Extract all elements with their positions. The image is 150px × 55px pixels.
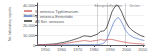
svg-text:2010: 2010: [138, 47, 148, 52]
svg-text:30,000: 30,000: [23, 13, 36, 18]
svg-text:1980: 1980: [90, 47, 100, 52]
svg-text:No. laboratory reports: No. laboratory reports: [8, 7, 12, 41]
svg-text:0: 0: [33, 43, 36, 48]
svg-text:10,000: 10,000: [23, 33, 36, 38]
svg-text:Decline: Decline: [130, 4, 140, 8]
svg-text:Epidemic: Epidemic: [110, 4, 123, 8]
svg-text:S. enterica Typhimurium: S. enterica Typhimurium: [35, 8, 79, 14]
svg-text:All Ser. serovars: All Ser. serovars: [35, 19, 64, 24]
svg-text:2000: 2000: [122, 47, 132, 52]
svg-text:1970: 1970: [73, 47, 83, 52]
svg-text:40,000: 40,000: [23, 3, 36, 8]
svg-text:S. enterica Enteritidis: S. enterica Enteritidis: [35, 13, 73, 19]
svg-text:1950: 1950: [41, 47, 51, 52]
svg-text:1960: 1960: [57, 47, 67, 52]
svg-text:1990: 1990: [106, 47, 116, 52]
svg-text:20,000: 20,000: [23, 23, 36, 28]
svg-text:Emergence: Emergence: [94, 4, 110, 8]
